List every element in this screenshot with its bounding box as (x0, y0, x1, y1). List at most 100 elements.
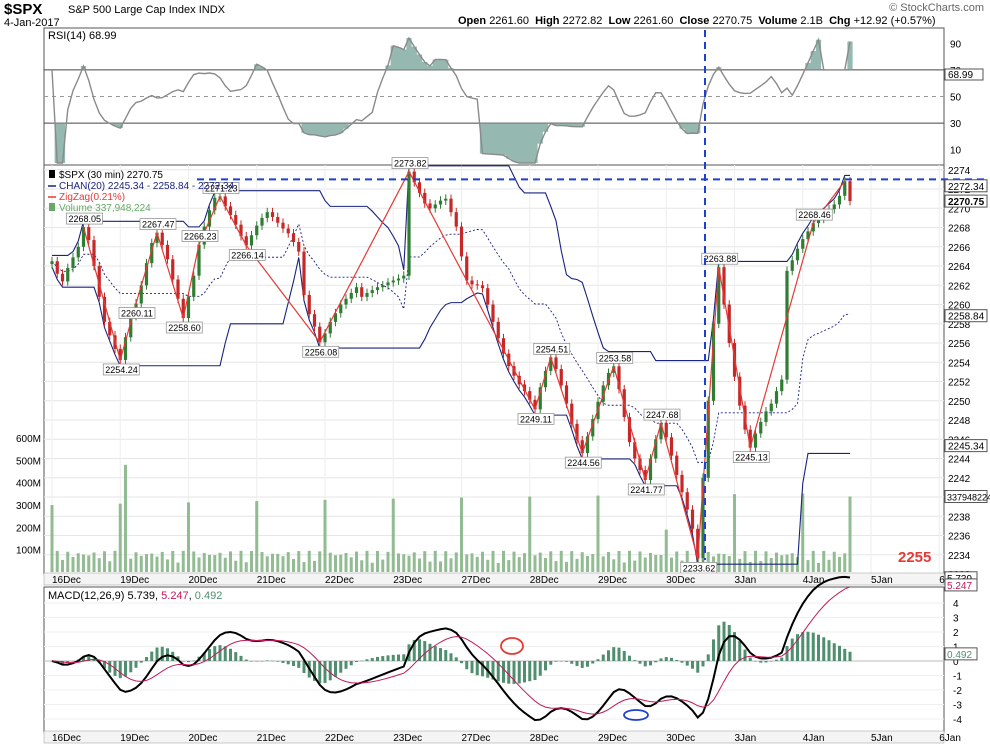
macd-hist-bar (764, 661, 768, 663)
legend-swatch (49, 203, 55, 211)
macd-hist-bar (559, 660, 563, 662)
price-bar-body (627, 417, 632, 443)
volume-bar (423, 551, 427, 572)
volume-tag-text: 337948224 (947, 493, 990, 503)
price-bar-body (423, 192, 427, 204)
volume-tick-label: 500M (16, 456, 41, 467)
zigzag-label-text: 2271.23 (205, 183, 238, 193)
volume-bar (465, 554, 469, 572)
macd-hist-bar (612, 647, 616, 661)
zigzag-label-box (118, 307, 156, 319)
zigzag-label-box (732, 451, 770, 463)
volume-tick-label: 300M (16, 501, 41, 512)
price-axis: 2274227222702268226622642262226022582256… (948, 166, 971, 581)
price-bar-body (538, 387, 542, 410)
macd-hist-bar (748, 657, 752, 661)
price-bar-body (139, 285, 143, 304)
macd-tick-label: 4 (953, 599, 959, 610)
price-bar-body (312, 314, 317, 327)
price-tick-label: 2252 (948, 378, 971, 389)
zigzag-label-text: 2256.08 (305, 347, 338, 357)
price-bar-body (465, 256, 469, 281)
x-tick-label: 3Jan (735, 575, 757, 586)
macd-hist-bar (244, 659, 248, 661)
macd-hist-bar (733, 632, 736, 661)
price-bar-body (543, 370, 548, 388)
volume-bar (544, 558, 547, 572)
volume-bar (790, 553, 794, 572)
macd-hist-bar (596, 659, 600, 661)
x-tick-band (43, 572, 945, 586)
price-bar-body (244, 236, 248, 246)
price-bar-body (365, 292, 369, 297)
price-bar-body (449, 198, 453, 213)
price-bar-body (501, 338, 506, 354)
price-bar-body (81, 227, 86, 247)
price-bar-body (795, 248, 800, 261)
price-bar-body (790, 260, 794, 271)
macd-hist-bar (759, 661, 763, 663)
macd-hist-bar (218, 645, 222, 661)
price-bar-body (496, 321, 500, 339)
price-bar-body (617, 366, 621, 390)
price-frame (43, 164, 945, 575)
price-bar-body (491, 304, 495, 322)
volume-bar (61, 559, 64, 572)
macd-hist-bar (460, 661, 463, 664)
volume-bar (407, 555, 411, 572)
rsi-tick-label: 50 (950, 93, 962, 104)
macd-tick-label: 2 (953, 628, 959, 639)
x-tick-label: 22Dec (325, 575, 354, 586)
price-bar-body (722, 267, 726, 305)
price-bar-body (727, 304, 731, 344)
macd-hist-bar (591, 661, 595, 664)
macd-hist-bar (118, 661, 122, 679)
price-bar-body (328, 321, 332, 334)
x-axis-price: 16Dec 19Dec 20Dec 21Dec 22Dec 23Dec 27Dec 28Dec… (43, 572, 961, 586)
macd-x-tick-label: 4Jan (803, 733, 825, 744)
price-tick-label: 2242 (948, 474, 971, 485)
price-bar-body (118, 348, 122, 360)
price-bar-body (780, 379, 784, 392)
zigzag-label-box (181, 230, 219, 242)
price-bar-body (680, 474, 684, 493)
macd-hist-bar (276, 661, 280, 662)
zigzag-label-box (564, 456, 602, 469)
legend-entry: CHAN(20) 2245.34 - 2258.84 - 2272.34 (59, 181, 235, 192)
volume-bar (103, 551, 106, 572)
macd-hist-bar (801, 632, 805, 661)
price-tag-text: 2258.84 (948, 312, 985, 323)
volume-bar (738, 558, 742, 572)
brand-credit: © StockCharts.com (889, 2, 984, 14)
zigzag-label-box (66, 212, 103, 225)
volume-bar (239, 550, 243, 572)
volume-bar (155, 556, 159, 572)
price-bar-body (811, 223, 815, 232)
price-bar-body (696, 528, 700, 559)
macd-hist-bar (449, 653, 453, 661)
volume-bar (838, 556, 841, 572)
x-tick-label: 16Dec (52, 575, 81, 586)
volume-bar (82, 554, 85, 572)
macd-hist-bar (334, 661, 337, 677)
macd-hist-bar (234, 652, 238, 661)
legend-entry: $SPX (30 min) 2270.75 (59, 170, 163, 181)
macd-hist-bar (360, 660, 364, 662)
macd-hist-bar (344, 661, 348, 669)
price-bar-body (391, 280, 395, 283)
macd-hist-bar (181, 661, 185, 662)
volume-bar (806, 560, 810, 572)
macd-hist-bar (71, 661, 75, 662)
volume-bar (832, 551, 836, 572)
macd-hist-bar (685, 661, 689, 666)
price-bar-body (753, 433, 758, 448)
price-tick-label: 2274 (948, 166, 971, 177)
x-tick-label: 4Jan (803, 575, 825, 586)
volume-bar (181, 550, 185, 572)
volume-bar (470, 553, 474, 572)
volume-bar (685, 550, 689, 572)
macd-hist-bar (717, 625, 721, 661)
price-bar-body (176, 279, 180, 299)
volume-bar (412, 552, 416, 572)
